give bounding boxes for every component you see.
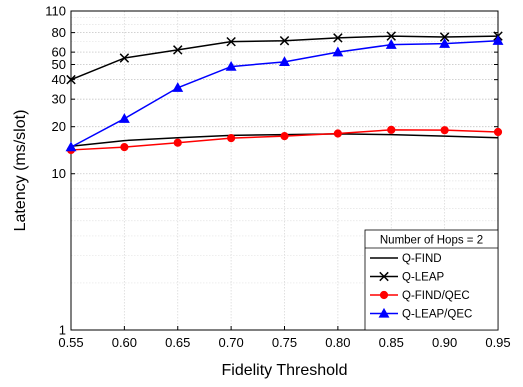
legend: Number of Hops = 2 Q-FIND Q-LEAP Q-FIND/QE… [364, 229, 499, 331]
x-tick-label: 0.75 [272, 335, 297, 350]
x-tick-label: 0.55 [58, 335, 83, 350]
legend-entry: Q-FIND [370, 253, 442, 265]
x-tick-label: 0.90 [432, 335, 457, 350]
triangle-marker [118, 113, 130, 123]
series-q-leap [66, 31, 503, 85]
triangle-marker [385, 39, 397, 49]
x-tick-label: 0.85 [379, 335, 404, 350]
series-q-leap-qec [65, 35, 504, 152]
circle-marker [440, 126, 449, 135]
circle-marker [379, 290, 389, 300]
x-tick-label: 0.70 [218, 335, 243, 350]
circle-marker [227, 134, 236, 143]
series-q-find-qec [66, 125, 503, 155]
circle-marker [280, 132, 289, 141]
circle-marker [173, 138, 182, 147]
y-tick-label: 30 [52, 92, 66, 107]
triangle-marker [378, 307, 390, 318]
triangle-marker [279, 56, 290, 67]
legend-label: Q-FIND/QEC [402, 290, 470, 302]
legend-entry: Q-FIND/QEC [370, 290, 470, 302]
y-tick-label: 60 [52, 45, 66, 60]
x-marker [226, 36, 236, 47]
legend-entry: Q-LEAP [370, 272, 445, 284]
x-marker [379, 271, 389, 282]
triangle-marker [439, 38, 451, 48]
triangle-marker [492, 35, 504, 45]
y-tick-label: 80 [52, 25, 66, 40]
legend-label: Q-FIND [402, 253, 442, 265]
circle-marker [493, 127, 503, 137]
x-marker [279, 35, 290, 46]
circle-marker [333, 129, 342, 138]
legend-title: Number of Hops = 2 [380, 235, 483, 247]
x-marker [173, 45, 183, 55]
y-tick-label: 1 [59, 323, 66, 338]
axis-ticks: 0.55 0.60 0.65 0.70 0.75 0.80 0.85 0.90 0.951102… [45, 4, 510, 351]
y-tick-label: 40 [52, 72, 66, 87]
x-marker [333, 33, 343, 43]
x-axis-title: Fidelity Threshold [222, 362, 348, 379]
y-axis-title: Latency (ms/slot) [12, 110, 29, 232]
y-tick-label: 10 [52, 166, 66, 181]
x-tick-label: 0.65 [165, 335, 190, 350]
x-tick-label: 0.60 [112, 335, 137, 350]
y-tick-label: 20 [52, 119, 66, 134]
series-group [65, 31, 504, 155]
circle-marker [120, 143, 129, 152]
legend-label: Q-LEAP/QEC [402, 309, 472, 321]
triangle-marker [225, 60, 237, 71]
x-marker [119, 53, 130, 63]
x-marker [439, 32, 450, 42]
y-tick-label: 50 [52, 57, 66, 72]
triangle-marker [65, 141, 77, 152]
legend-entries: Q-FIND Q-LEAP Q-FIND/QEC Q-LEAP/QEC [370, 253, 472, 321]
x-tick-label: 0.95 [485, 335, 510, 350]
triangle-marker [332, 46, 344, 57]
legend-label: Q-LEAP [402, 272, 445, 284]
y-tick-label: 110 [45, 4, 66, 19]
triangle-marker [172, 82, 184, 92]
legend-entry: Q-LEAP/QEC [370, 307, 472, 321]
x-tick-label: 0.80 [325, 335, 350, 350]
circle-marker [387, 125, 396, 134]
grid [70, 10, 499, 331]
x-marker [386, 31, 396, 41]
